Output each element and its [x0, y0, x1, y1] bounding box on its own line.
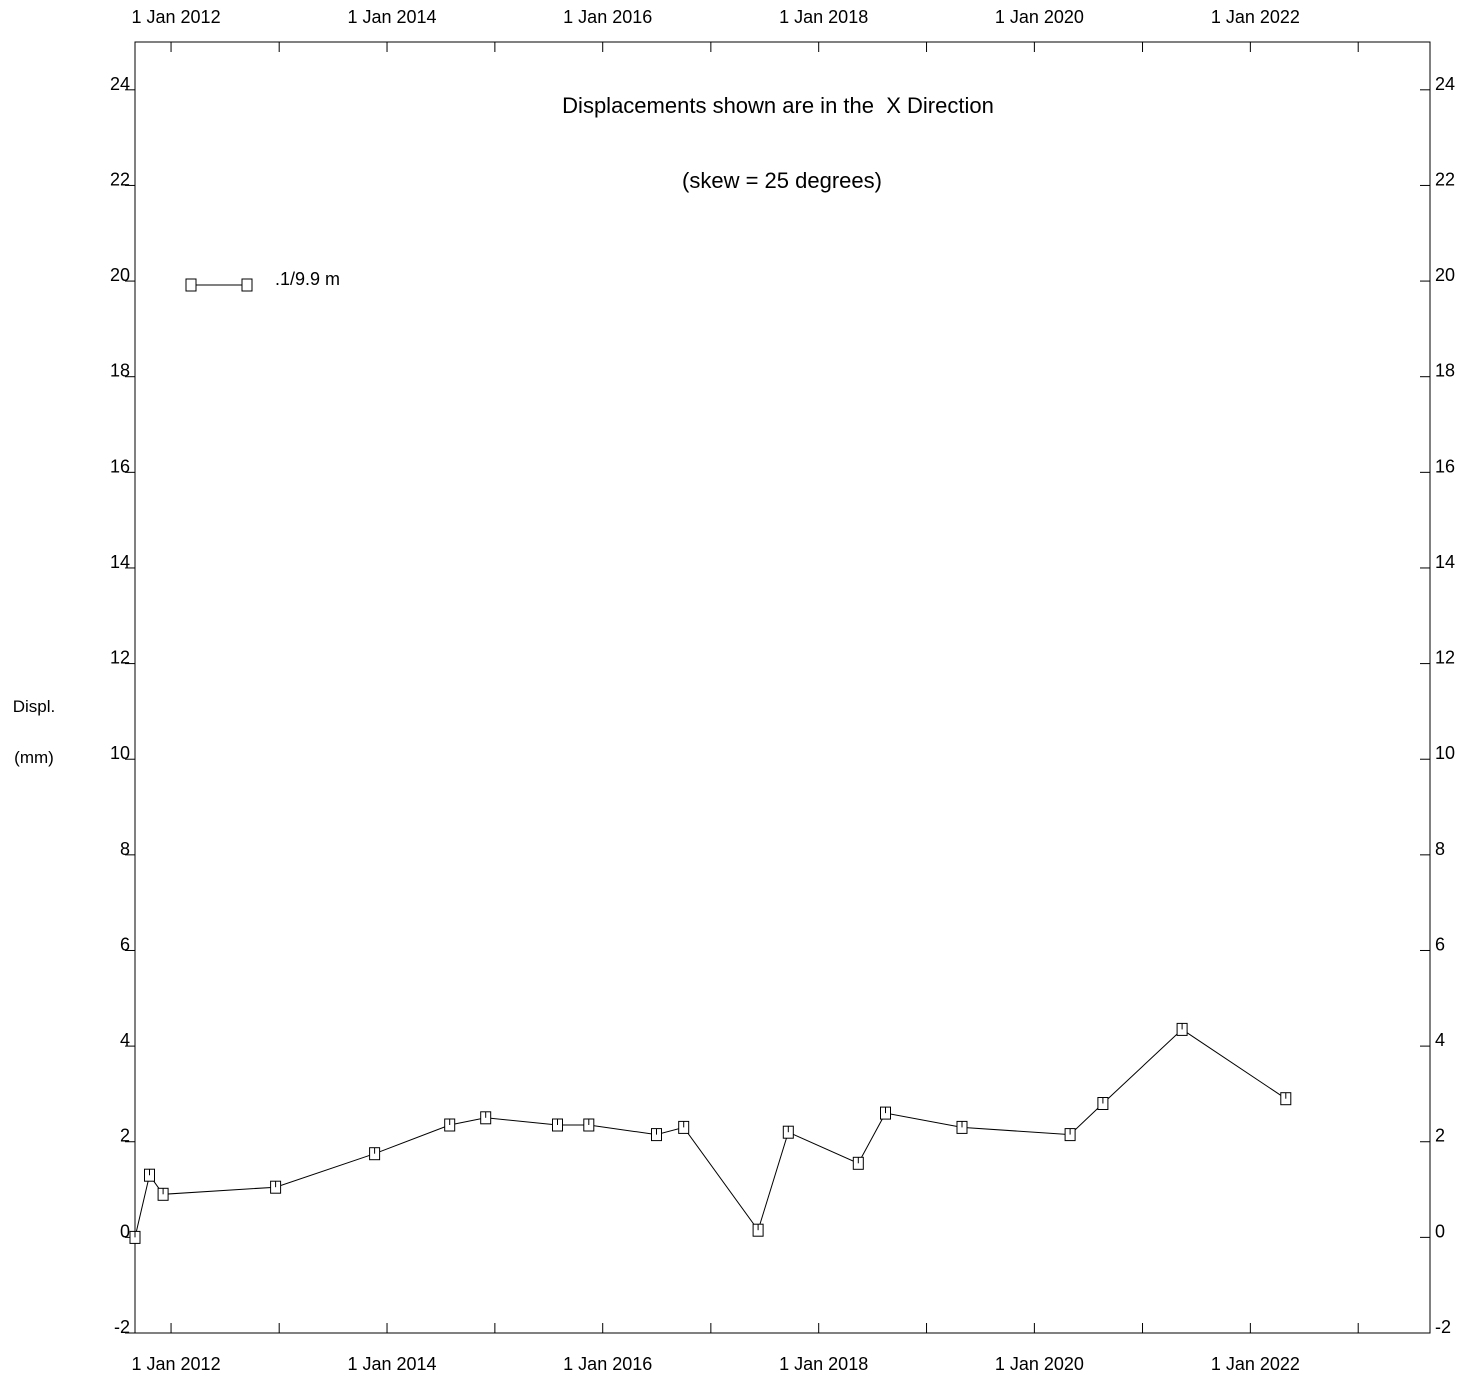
x-tick-label-bottom: 1 Jan 2020	[995, 1354, 1084, 1374]
y-tick-label-right: 0	[1435, 1221, 1445, 1241]
y-tick-label-right: 6	[1435, 934, 1445, 954]
x-tick-label-top: 1 Jan 2020	[995, 7, 1084, 27]
y-tick-label-right: 22	[1435, 169, 1455, 189]
x-tick-label-top: 1 Jan 2014	[347, 7, 436, 27]
y-tick-label-right: 24	[1435, 74, 1455, 94]
y-tick-label-left: 20	[110, 265, 130, 285]
y-tick-label-right: 10	[1435, 743, 1455, 763]
y-tick-label-left: 0	[120, 1221, 130, 1241]
y-tick-label-left: 18	[110, 361, 130, 381]
legend: .1/9.9 m	[185, 269, 340, 292]
x-tick-label-top: 1 Jan 2016	[563, 7, 652, 27]
chart-subtitle: (skew = 25 degrees)	[682, 168, 882, 193]
y-tick-label-right: 12	[1435, 648, 1455, 668]
x-tick-label-bottom: 1 Jan 2012	[132, 1354, 221, 1374]
x-axes: 1 Jan 2012 1 Jan 2012 1 Jan 2014 1 Jan 2014…	[132, 7, 1359, 1374]
y-tick-label-left: 14	[110, 552, 130, 572]
y-tick-label-right: -2	[1435, 1317, 1451, 1337]
y-tick-label-left: 8	[120, 839, 130, 859]
legend-marker-square	[185, 278, 197, 292]
y-tick-label-left: 6	[120, 934, 130, 954]
legend-marker-square	[241, 278, 253, 292]
y-tick-label-left: 16	[110, 456, 130, 476]
y-tick-label-left: 12	[110, 648, 130, 668]
y-axis-label-line2: (mm)	[14, 748, 54, 767]
y-tick-label-right: 18	[1435, 361, 1455, 381]
y-tick-label-left: 24	[110, 74, 130, 94]
x-tick-label-bottom: 1 Jan 2018	[779, 1354, 868, 1374]
y-tick-label-left: -2	[114, 1317, 130, 1337]
y-tick-label-left: 2	[120, 1126, 130, 1146]
y-tick-label-left: 4	[120, 1030, 130, 1050]
x-tick-label-bottom: 1 Jan 2022	[1211, 1354, 1300, 1374]
series-line	[134, 1028, 1287, 1238]
chart-title: Displacements shown are in the X Directi…	[562, 93, 994, 118]
y-tick-label-left: 10	[110, 743, 130, 763]
y-tick-label-right: 4	[1435, 1030, 1445, 1050]
y-tick-label-right: 14	[1435, 552, 1455, 572]
y-tick-label-left: 22	[110, 169, 130, 189]
y-tick-label-right: 20	[1435, 265, 1455, 285]
x-tick-label-top: 1 Jan 2018	[779, 7, 868, 27]
x-tick-label-top: 1 Jan 2012	[132, 7, 221, 27]
legend-label: .1/9.9 m	[275, 269, 340, 289]
y-tick-label-right: 2	[1435, 1126, 1445, 1146]
y-tick-label-right: 16	[1435, 456, 1455, 476]
series-layer	[129, 1022, 1292, 1244]
plot-frame	[134, 41, 1431, 1334]
x-tick-label-bottom: 1 Jan 2016	[563, 1354, 652, 1374]
x-tick-label-top: 1 Jan 2022	[1211, 7, 1300, 27]
y-tick-label-right: 8	[1435, 839, 1445, 859]
x-tick-label-bottom: 1 Jan 2014	[347, 1354, 436, 1374]
y-axis-label-line1: Displ.	[13, 697, 56, 716]
